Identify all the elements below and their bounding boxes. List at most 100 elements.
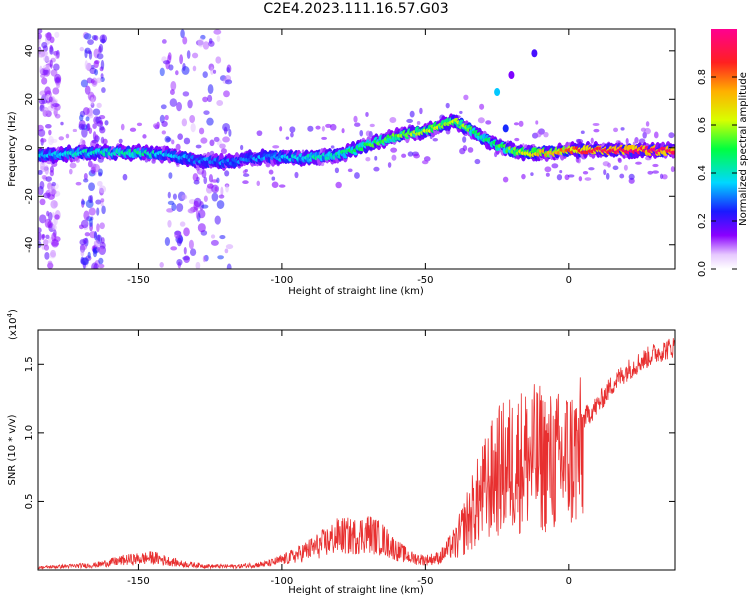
- heat-cell-343: [160, 104, 167, 110]
- heat-cell-72: [48, 129, 52, 136]
- heat-cell-286: [176, 203, 184, 212]
- heat-cell-267: [85, 116, 90, 122]
- heat-cell-572: [94, 134, 99, 141]
- heat-cell-417: [171, 202, 177, 212]
- heat-cell-634: [391, 154, 397, 161]
- spectrogram-frame: [37, 28, 676, 270]
- heat-cell-510: [325, 123, 332, 128]
- x-tick-label: -100: [271, 275, 294, 286]
- heat-cell-124: [54, 113, 61, 119]
- heat-cell-388: [225, 244, 234, 250]
- heat-cell-176: [95, 199, 102, 205]
- heat-cell-133: [55, 54, 60, 60]
- heat-spot: [531, 49, 538, 58]
- heat-cell-470: [122, 173, 128, 181]
- heat-cell-58: [38, 29, 43, 34]
- heat-cell-435: [272, 145, 280, 149]
- heat-cell-263: [100, 237, 105, 244]
- heat-cell-422: [240, 144, 244, 151]
- heat-cell-371: [216, 200, 225, 209]
- heat-cell-299: [164, 114, 169, 121]
- heat-cell-432: [243, 173, 250, 177]
- heat-cell-276: [96, 53, 104, 60]
- heat-cell-561: [193, 179, 200, 185]
- heat-cell-574: [341, 128, 345, 134]
- heat-cell-489: [479, 103, 485, 110]
- heat-cell-127: [43, 244, 50, 251]
- heat-cell-472: [369, 123, 375, 128]
- heat-cell-563: [347, 168, 353, 173]
- heat-cell-110: [49, 59, 53, 69]
- heat-cell-291: [189, 115, 196, 124]
- y-tick-label: 0: [24, 145, 35, 151]
- heat-cell-269: [96, 247, 105, 253]
- heat-cell-384: [197, 38, 204, 48]
- heat-cell-512: [389, 116, 397, 123]
- heat-cell-89: [45, 234, 50, 240]
- heat-cell-542: [644, 127, 651, 135]
- heat-cell-262: [101, 87, 106, 93]
- heat-cell-611: [211, 179, 218, 183]
- heat-cell-380: [188, 208, 194, 214]
- y-tick-label: -40: [24, 237, 35, 253]
- heat-cell-111: [56, 83, 60, 89]
- colorbar-tick-label: 0.6: [697, 117, 708, 133]
- snr-exponent-label: (x104): [6, 309, 19, 340]
- heat-cell-389: [176, 259, 183, 266]
- heat-cell-478: [365, 111, 369, 117]
- heat-cell-1627: [670, 150, 675, 155]
- heat-cell-282: [228, 128, 232, 137]
- heat-cell-614: [530, 172, 534, 176]
- heat-cell-458: [593, 128, 600, 133]
- heat-cell-396: [215, 56, 222, 64]
- spectrogram-y-label: Frequency (Hz): [7, 111, 18, 187]
- heat-cell-552: [198, 127, 205, 135]
- heat-cell-622: [224, 170, 230, 177]
- heat-cell-209: [98, 257, 104, 265]
- heat-cell-621: [256, 180, 261, 186]
- x-tick-label: -100: [271, 576, 294, 587]
- snr-y-label: SNR (10 * v/v): [7, 414, 18, 485]
- heat-cell-90: [39, 65, 43, 75]
- colorbar-label: Normalized spectral amplitude: [738, 72, 749, 226]
- heat-cell-530: [628, 173, 635, 180]
- heat-cell-181: [96, 77, 102, 84]
- heat-cell-439: [590, 137, 594, 144]
- heat-cell-99: [50, 138, 58, 143]
- heat-cell-527: [321, 136, 328, 140]
- heat-cell-336: [202, 41, 210, 50]
- heat-cell-354: [179, 221, 186, 227]
- heat-cell-297: [200, 137, 208, 144]
- heat-cell-270: [88, 50, 93, 60]
- heat-cell-264: [89, 195, 94, 204]
- heat-cell-600: [334, 167, 340, 174]
- colorbar-tick-label: 0.8: [697, 69, 708, 85]
- heat-cell-545: [634, 137, 639, 144]
- heat-cell-403: [166, 208, 174, 213]
- heat-cell-538: [58, 136, 64, 141]
- heat-cell-81: [51, 181, 56, 187]
- heat-cell-468: [40, 138, 47, 143]
- heat-cell-502: [99, 126, 106, 134]
- heat-cell-46: [41, 77, 48, 85]
- heat-cell-244: [98, 43, 104, 53]
- heat-cell-319: [179, 54, 184, 65]
- heat-cell-355: [183, 246, 187, 255]
- heat-cell-257: [101, 205, 106, 215]
- x-tick-label: -50: [417, 576, 433, 587]
- heat-cell-608: [321, 125, 325, 132]
- heat-cell-474: [485, 120, 492, 125]
- colorbar: 0.0 0.2 0.4 0.6 0.8 Normalized spectral ampl…: [697, 29, 749, 277]
- heat-cell-288: [189, 248, 197, 256]
- heat-cell-514: [183, 137, 191, 145]
- heat-cell-592: [209, 139, 215, 147]
- heat-cell-216: [84, 85, 91, 95]
- heat-cell-274: [96, 207, 100, 216]
- heat-cell-260: [100, 59, 105, 70]
- heat-cell-43: [54, 31, 60, 38]
- heat-cell-434: [419, 107, 423, 115]
- heat-cell-381: [213, 29, 222, 35]
- spectrogram-x-label: Height of straight line (km): [288, 286, 424, 297]
- heat-cell-484: [409, 110, 415, 118]
